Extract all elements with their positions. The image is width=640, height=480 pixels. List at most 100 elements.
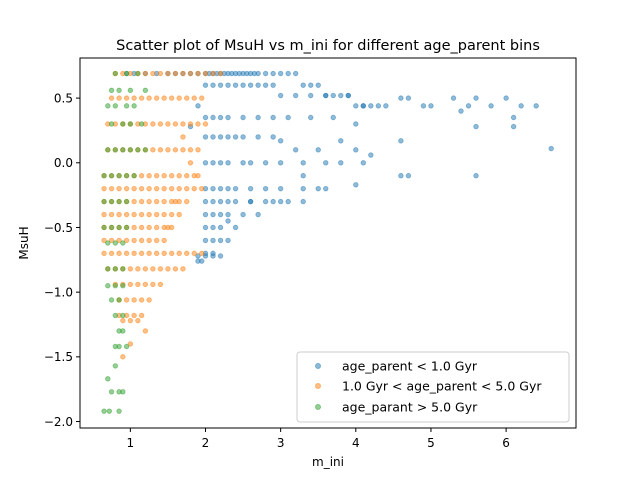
series-1-point-135 bbox=[184, 250, 190, 257]
series-0-point-56 bbox=[210, 82, 216, 88]
series-1-point-134 bbox=[176, 250, 182, 257]
series-1-point-73 bbox=[138, 185, 145, 192]
series-0-point-66 bbox=[292, 92, 299, 99]
series-1-point-165 bbox=[120, 317, 126, 324]
series-0-point-105 bbox=[262, 160, 269, 166]
series-0-point-88 bbox=[225, 134, 231, 140]
points-layer bbox=[101, 70, 554, 414]
series-0-point-115 bbox=[217, 185, 224, 192]
series-1-point-extra-3 bbox=[172, 198, 179, 205]
series-1-point-63 bbox=[161, 173, 167, 179]
series-2-point-43 bbox=[108, 297, 115, 303]
series-2-point-52 bbox=[105, 376, 111, 382]
series-1-point-16 bbox=[116, 95, 122, 101]
series-0-point-41 bbox=[398, 95, 404, 101]
series-0-point-110 bbox=[360, 160, 367, 166]
series-0-point-63 bbox=[262, 82, 269, 88]
y-tick-label-0: −2.0 bbox=[44, 415, 73, 429]
series-0-point-46 bbox=[458, 108, 464, 114]
series-1-point-157 bbox=[123, 297, 130, 303]
series-2-point-36 bbox=[120, 240, 126, 246]
series-2-point-5 bbox=[127, 87, 134, 94]
series-1-point-36 bbox=[165, 121, 171, 127]
series-1-point-127 bbox=[123, 250, 130, 257]
series-1-point-94 bbox=[101, 211, 107, 218]
series-0-point-74 bbox=[225, 114, 231, 121]
series-0-point-114 bbox=[210, 185, 216, 192]
series-1-point-164 bbox=[138, 312, 145, 319]
series-1-point-80 bbox=[191, 185, 197, 192]
series-1-point-87 bbox=[138, 198, 145, 205]
series-1-point-79 bbox=[184, 185, 190, 192]
series-2-point-46 bbox=[120, 312, 126, 319]
x-axis-label: m_ini bbox=[312, 455, 344, 469]
series-0-point-125 bbox=[202, 198, 209, 205]
series-2-point-20 bbox=[142, 147, 149, 153]
y-tick-label-3: −0.5 bbox=[44, 221, 73, 235]
series-0-point-106 bbox=[277, 160, 284, 166]
series-1-point-111 bbox=[146, 224, 152, 231]
series-0-point-60 bbox=[240, 82, 246, 88]
chart-title: Scatter plot of MsuH vs m_ini for differ… bbox=[116, 38, 540, 54]
series-0-point-139 bbox=[255, 211, 261, 218]
series-1-point-159 bbox=[138, 297, 145, 303]
series-1-point-116 bbox=[108, 237, 115, 244]
series-1-point-20 bbox=[146, 95, 152, 101]
series-0-point-43 bbox=[420, 103, 427, 109]
series-1-point-37 bbox=[172, 121, 179, 127]
series-1-point-120 bbox=[138, 237, 145, 244]
series-1-point-154 bbox=[150, 281, 156, 288]
series-1-point-117 bbox=[116, 237, 122, 244]
series-0-point-44 bbox=[428, 103, 434, 109]
series-1-point-121 bbox=[146, 237, 152, 244]
series-0-point-34 bbox=[338, 92, 344, 99]
series-0-point-146 bbox=[217, 237, 224, 244]
x-tick-label-4: 5 bbox=[427, 436, 435, 450]
series-2-point-0 bbox=[112, 70, 119, 77]
series-0-point-143 bbox=[232, 224, 239, 231]
series-2-point-24 bbox=[123, 173, 130, 179]
series-0-point-57 bbox=[217, 82, 224, 88]
series-0-point-72 bbox=[210, 114, 216, 121]
series-0-point-136 bbox=[217, 211, 224, 218]
series-0-point-extra-4 bbox=[323, 185, 329, 192]
series-0-point-78 bbox=[285, 114, 291, 121]
series-1-point-26 bbox=[191, 95, 197, 101]
series-2-point-2 bbox=[135, 70, 141, 77]
series-1-point-6 bbox=[157, 70, 164, 77]
series-0-point-52 bbox=[518, 103, 524, 109]
legend-marker-0 bbox=[315, 363, 321, 369]
series-0-point-116 bbox=[225, 185, 231, 192]
series-0-point-49 bbox=[488, 103, 494, 109]
y-tick-label-5: 0.5 bbox=[54, 91, 73, 105]
series-1-point-98 bbox=[131, 211, 137, 218]
series-2-point-35 bbox=[112, 240, 119, 246]
legend-marker-1 bbox=[315, 383, 321, 389]
series-0-point-86 bbox=[210, 134, 216, 140]
series-0-point-89 bbox=[232, 134, 239, 140]
series-0-point-142 bbox=[217, 224, 224, 231]
series-2-point-extra-4 bbox=[112, 363, 119, 369]
series-1-point-49 bbox=[157, 147, 164, 153]
series-1-point-141 bbox=[127, 266, 134, 272]
series-0-point-87 bbox=[217, 134, 224, 140]
series-1-point-145 bbox=[157, 266, 164, 272]
series-2-point-38 bbox=[112, 266, 119, 272]
series-0-point-77 bbox=[270, 114, 276, 121]
series-0-point-62 bbox=[255, 82, 261, 88]
legend-label-2: age_parant > 5.0 Gyr bbox=[342, 400, 478, 415]
series-1-point-152 bbox=[135, 281, 141, 288]
series-2-point-37 bbox=[105, 266, 111, 272]
series-2-point-22 bbox=[108, 173, 115, 179]
series-0-point-71 bbox=[202, 114, 209, 121]
series-2-point-29 bbox=[123, 198, 130, 205]
series-1-point-35 bbox=[157, 121, 164, 127]
series-2-point-8 bbox=[112, 103, 119, 109]
series-1-point-19 bbox=[138, 95, 145, 101]
series-2-point-50 bbox=[116, 343, 122, 350]
series-1-point-extra-7 bbox=[120, 354, 126, 360]
series-1-point-131 bbox=[153, 250, 160, 257]
series-0-point-61 bbox=[247, 82, 254, 88]
series-0-point-58 bbox=[225, 82, 231, 88]
series-0-point-121 bbox=[300, 185, 306, 192]
